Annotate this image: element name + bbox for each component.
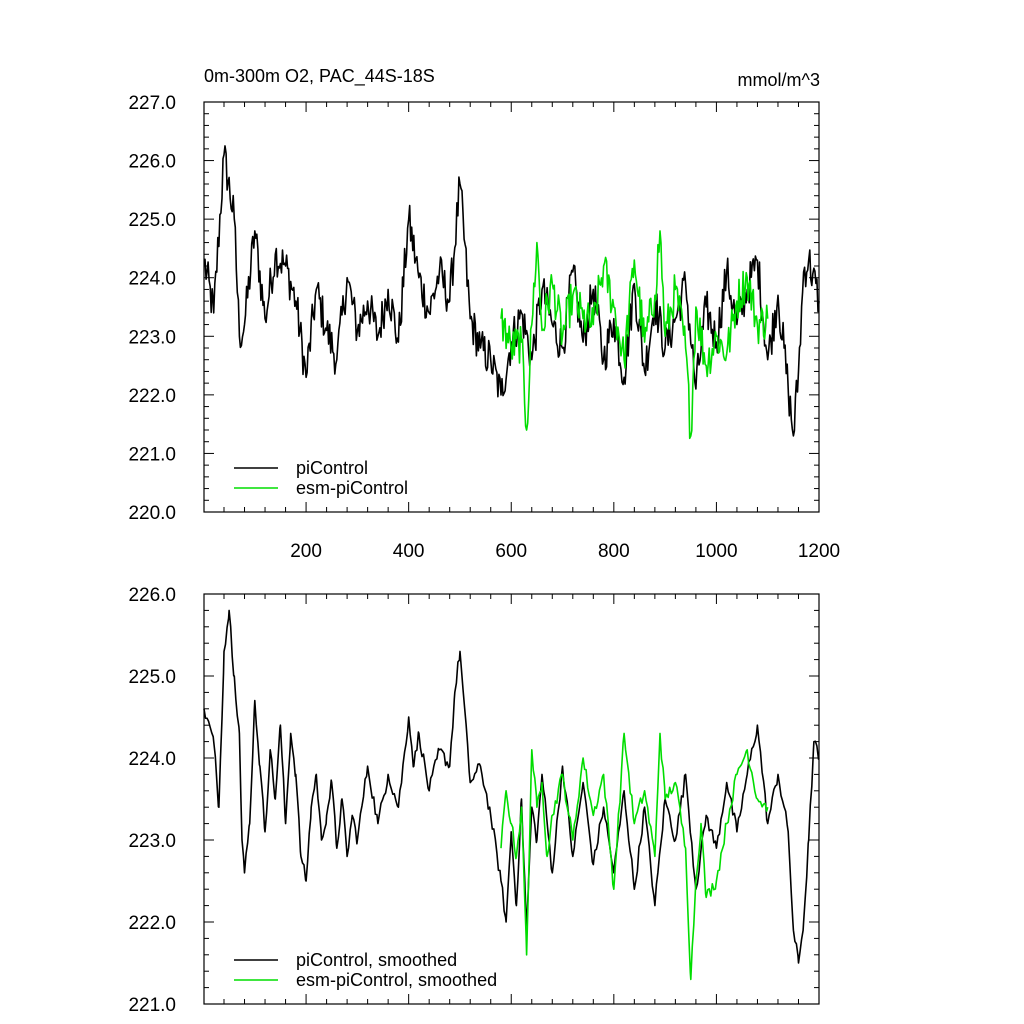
series-line-esm-picontrol	[500, 732, 769, 981]
bottom-plot-frame	[203, 593, 820, 1005]
bottom-panel-ticks	[204, 593, 820, 1005]
legend-label: piControl, smoothed	[296, 950, 457, 970]
legend-label: esm-piControl, smoothed	[296, 970, 497, 990]
x-tick-label: 200	[290, 541, 322, 562]
series-line-esm-picontrol	[500, 230, 769, 440]
y-tick-label: 223.0	[128, 327, 176, 348]
series-line-picontrol	[203, 609, 820, 964]
y-tick-label: 223.0	[128, 831, 176, 852]
bottom-panel: 221.0 222.0 223.0 224.0 225.0 226.0 piControl…	[128, 585, 820, 1016]
bottom-panel-y-tick-labels: 221.0 222.0 223.0 224.0 225.0 226.0	[128, 585, 176, 1016]
y-tick-label: 226.0	[128, 152, 176, 173]
bottom-panel-series	[203, 609, 820, 981]
y-tick-label: 220.0	[128, 503, 176, 524]
top-panel-y-tick-labels: 220.0 221.0 222.0 223.0 224.0 225.0 226.0 227.0	[128, 93, 176, 524]
top-panel: 220.0 221.0 222.0 223.0 224.0 225.0 226.0 227.0…	[128, 93, 840, 562]
top-panel-ticks	[204, 101, 820, 513]
legend-label: esm-piControl	[296, 478, 408, 498]
units-label: mmol/m^3	[738, 70, 820, 90]
y-tick-label: 221.0	[128, 995, 176, 1016]
y-tick-label: 225.0	[128, 210, 176, 231]
y-tick-label: 222.0	[128, 386, 176, 407]
legend-label: piControl	[296, 458, 368, 478]
x-tick-label: 600	[495, 541, 527, 562]
x-tick-label: 400	[393, 541, 425, 562]
y-tick-label: 227.0	[128, 93, 176, 114]
x-tick-label: 1000	[695, 541, 737, 562]
y-tick-label: 222.0	[128, 913, 176, 934]
y-tick-label: 226.0	[128, 585, 176, 606]
x-tick-label: 800	[598, 541, 630, 562]
top-panel-x-tick-labels: 200 400 600 800 1000 1200	[290, 541, 840, 562]
chart-title: 0m-300m O2, PAC_44S-18S	[204, 66, 435, 87]
x-tick-label: 1200	[798, 541, 840, 562]
y-tick-label: 224.0	[128, 269, 176, 290]
y-tick-label: 221.0	[128, 444, 176, 465]
y-tick-label: 225.0	[128, 667, 176, 688]
series-line-picontrol	[203, 145, 820, 437]
y-tick-label: 224.0	[128, 749, 176, 770]
top-panel-series	[203, 145, 820, 440]
